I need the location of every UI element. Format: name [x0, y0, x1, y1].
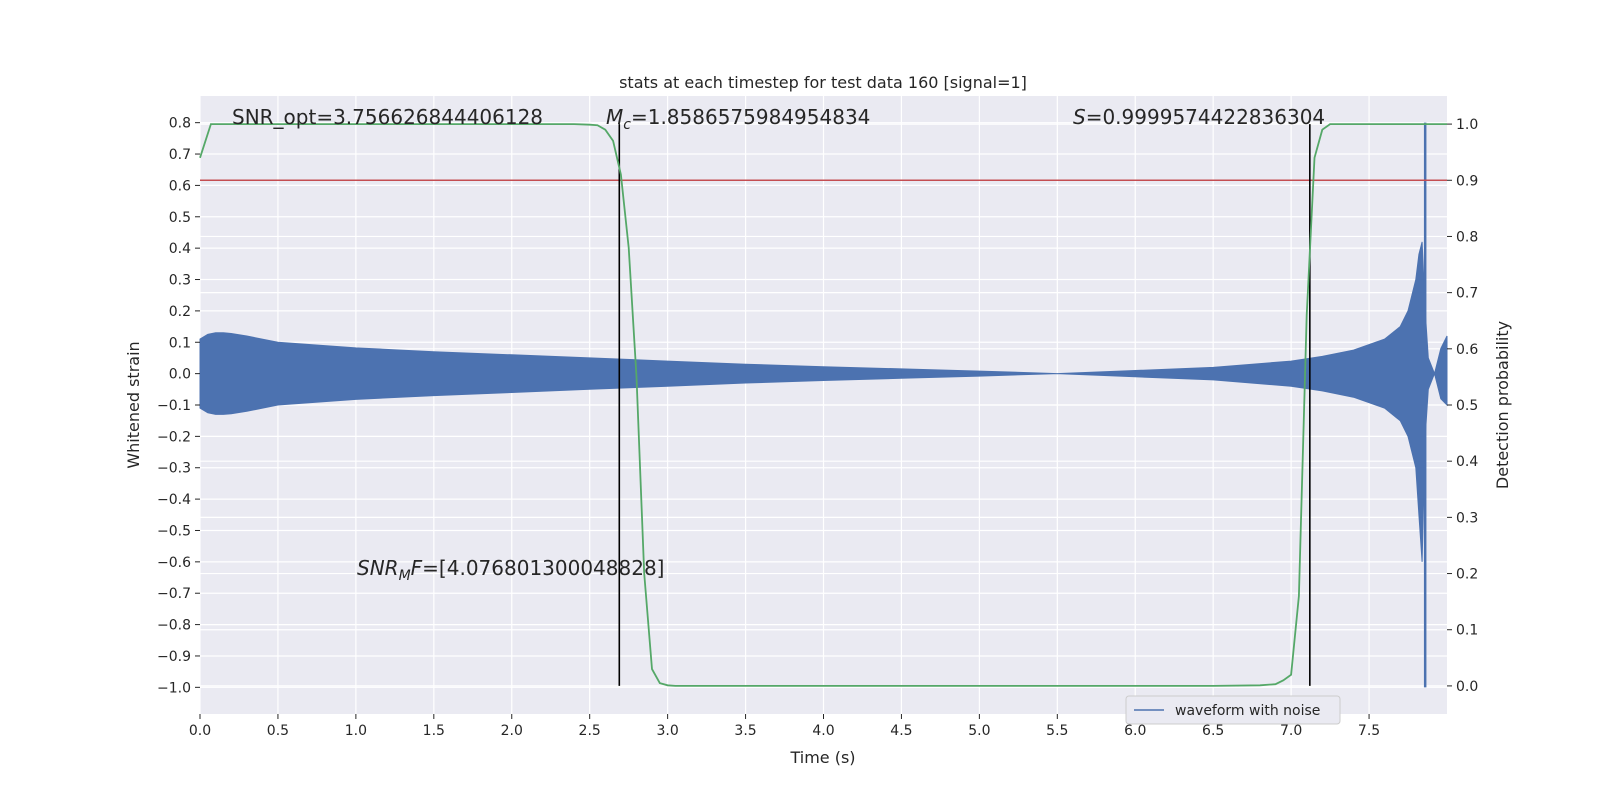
- annotation-s: S=0.9999574422836304: [1073, 105, 1325, 129]
- annotation-snrmf-sub: M: [399, 568, 411, 584]
- annotation-mc-value: =1.8586575984954834: [631, 105, 870, 129]
- x-tick-label: 0.5: [267, 723, 289, 739]
- annotation-mc-symbol: M: [606, 105, 623, 129]
- y-right-tick-label: 0.2: [1456, 567, 1478, 583]
- y-tick-label: −0.2: [157, 429, 191, 445]
- y-right-tick-label: 0.0: [1456, 679, 1478, 695]
- y-tick-label: 0.4: [169, 241, 191, 257]
- y-right-tick-label: 0.9: [1456, 173, 1478, 189]
- annotation-snr-opt: SNR_opt=3.756626844406128: [232, 105, 543, 129]
- x-ticks: 0.0 0.5 1.0 1.5 2.0 2.5 3.0 3.5 4.0 4.5 5.0 5.5 6.0 6…: [189, 714, 1380, 739]
- legend-box: [1125, 695, 1341, 725]
- y-ticks: 0.8 0.7 0.6 0.5 0.4 0.3 0.2 0.1 0.0 −0.1 −0.2 −0.3 −…: [157, 116, 200, 696]
- x-tick-label: 5.5: [1046, 723, 1068, 739]
- annotation-snrmf-value: =[4.076801300048828]: [422, 556, 664, 580]
- y-tick-label: 0.6: [169, 178, 191, 194]
- detection-probability-line: [199, 123, 1447, 687]
- y-tick-label: −0.1: [157, 398, 191, 414]
- y-right-tick-label: 0.1: [1456, 623, 1478, 639]
- x-tick-label: 6.5: [1202, 723, 1224, 739]
- y-right-tick-label: 0.5: [1456, 398, 1478, 414]
- x-tick-label: 2.0: [501, 723, 523, 739]
- y-tick-label: 0.0: [169, 367, 191, 383]
- x-tick-label: 4.5: [890, 723, 912, 739]
- y-tick-label: 0.5: [169, 210, 191, 226]
- x-tick-label: 6.0: [1124, 723, 1146, 739]
- x-tick-label: 5.0: [968, 723, 990, 739]
- y-right-tick-label: 0.8: [1456, 229, 1478, 245]
- x-tick-label: 1.0: [345, 723, 367, 739]
- y-tick-label: 0.1: [169, 335, 191, 351]
- y-tick-label: −0.4: [157, 492, 191, 508]
- x-tick-label: 3.5: [734, 723, 756, 739]
- y-right-tick-label: 0.7: [1456, 286, 1478, 302]
- x-axis-label: Time (s): [789, 748, 855, 767]
- y-right-tick-label: 0.3: [1456, 510, 1478, 526]
- y-tick-label: −0.9: [157, 649, 191, 665]
- y-tick-label: −1.0: [157, 680, 191, 696]
- y-tick-label: −0.6: [157, 555, 191, 571]
- legend-entry-waveform: waveform with noise: [1175, 703, 1320, 719]
- x-tick-label: 4.0: [812, 723, 834, 739]
- y-tick-label: −0.3: [157, 461, 191, 477]
- y-tick-label: 0.8: [169, 116, 191, 132]
- chart-title: stats at each timestep for test data 160…: [619, 73, 1027, 92]
- annotation-s-value: =0.9999574422836304: [1086, 105, 1325, 129]
- annotation-mc: Mc=1.8586575984954834: [606, 105, 870, 133]
- y-tick-label: 0.7: [169, 147, 191, 163]
- annotation-mc-sub: c: [623, 117, 631, 133]
- annotation-snrmf: SNRMF=[4.076801300048828]: [357, 556, 665, 584]
- x-tick-label: 1.5: [423, 723, 445, 739]
- y-right-tick-label: 0.6: [1456, 342, 1478, 358]
- y-tick-label: −0.8: [157, 618, 191, 634]
- y-tick-label: 0.2: [169, 304, 191, 320]
- x-tick-label: 0.0: [189, 723, 211, 739]
- y-right-tick-label: 1.0: [1456, 117, 1478, 133]
- y-tick-label: −0.5: [157, 523, 191, 539]
- y-axis-label: Whitened strain: [124, 341, 143, 468]
- annotation-s-symbol: S: [1073, 105, 1086, 129]
- x-tick-label: 3.0: [656, 723, 678, 739]
- y-tick-label: 0.3: [169, 273, 191, 289]
- x-tick-label: 7.0: [1280, 723, 1302, 739]
- x-tick-label: 2.5: [579, 723, 601, 739]
- x-tick-label: 7.5: [1358, 723, 1380, 739]
- y-right-axis-label: Detection probability: [1493, 321, 1512, 489]
- annotation-snrmf-symbol: SNR: [357, 556, 399, 580]
- y-right-ticks: 1.0 0.9 0.8 0.7 0.6 0.5 0.4 0.3 0.2 0.1 0.0: [1447, 117, 1478, 695]
- y-tick-label: −0.7: [157, 586, 191, 602]
- grid: [199, 96, 1447, 714]
- y-right-tick-label: 0.4: [1456, 454, 1478, 470]
- annotation-snrmf-sym2: F: [411, 556, 423, 580]
- legend: waveform with noise: [1125, 695, 1341, 725]
- marks: [199, 122, 1448, 688]
